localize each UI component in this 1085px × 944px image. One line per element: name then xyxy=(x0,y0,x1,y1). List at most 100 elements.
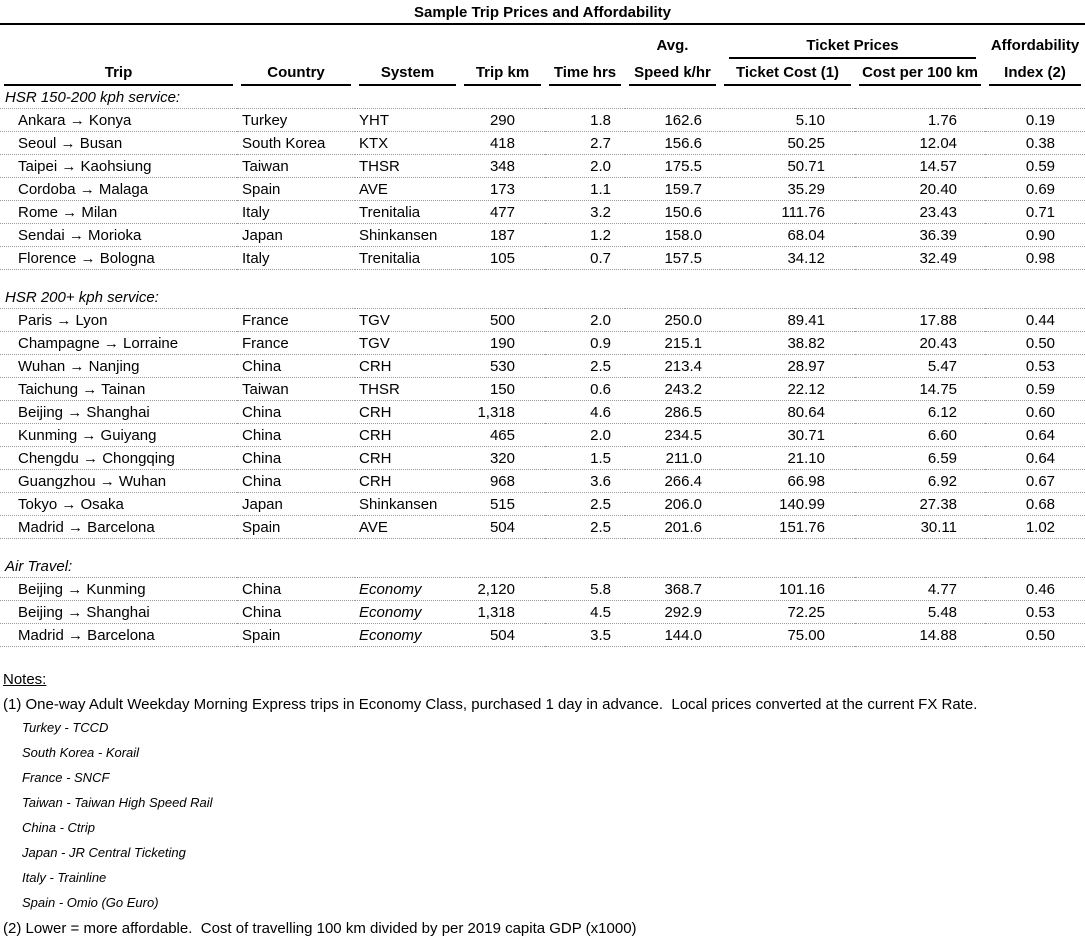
cell-affordability-index: 0.59 xyxy=(985,154,1085,178)
cell-affordability-index: 0.44 xyxy=(985,308,1085,332)
cell-ticket-cost: 21.10 xyxy=(720,446,855,470)
column-header-trip-km: Trip km xyxy=(460,59,545,86)
section-spacer xyxy=(0,270,1085,287)
cell-system: Trenitalia xyxy=(355,246,460,270)
cell-trip-km: 150 xyxy=(460,377,545,401)
table-row: Guangzhou → Wuhan China CRH 968 3.6 266.… xyxy=(0,469,1085,493)
cell-affordability-index: 0.64 xyxy=(985,423,1085,447)
cell-time-hrs: 0.7 xyxy=(545,246,625,270)
agency-note-china: China - Ctrip xyxy=(22,820,95,835)
table-row: Cordoba → Malaga Spain AVE 173 1.1 159.7… xyxy=(0,177,1085,201)
group-header-avg: Avg. xyxy=(656,37,689,54)
cell-ticket-cost: 75.00 xyxy=(720,623,855,647)
cell-system: THSR xyxy=(355,377,460,401)
cell-trip: Madrid → Barcelona xyxy=(0,623,237,647)
cell-speed: 158.0 xyxy=(625,223,720,247)
cell-trip: Ankara → Konya xyxy=(0,108,237,132)
cell-country: Turkey xyxy=(237,108,355,132)
cell-country: Japan xyxy=(237,223,355,247)
cell-trip: Cordoba → Malaga xyxy=(0,177,237,201)
cell-cost-per-100km: 30.11 xyxy=(855,515,986,539)
cell-trip-km: 105 xyxy=(460,246,545,270)
cell-system: Shinkansen xyxy=(355,223,460,247)
cell-affordability-index: 0.64 xyxy=(985,446,1085,470)
cell-time-hrs: 2.7 xyxy=(545,131,625,155)
cell-system: TGV xyxy=(355,331,460,355)
cell-speed: 292.9 xyxy=(625,600,720,624)
agency-note-japan: Japan - JR Central Ticketing xyxy=(22,845,186,860)
table-row: Madrid → Barcelona Spain AVE 504 2.5 201… xyxy=(0,515,1085,539)
table-row: Taipei → Kaohsiung Taiwan THSR 348 2.0 1… xyxy=(0,154,1085,178)
cell-trip-km: 530 xyxy=(460,354,545,378)
cell-system: YHT xyxy=(355,108,460,132)
cell-trip-km: 173 xyxy=(460,177,545,201)
cell-trip-km: 320 xyxy=(460,446,545,470)
cell-ticket-cost: 50.71 xyxy=(720,154,855,178)
table-row: Wuhan → Nanjing China CRH 530 2.5 213.4 … xyxy=(0,354,1085,378)
cell-ticket-cost: 22.12 xyxy=(720,377,855,401)
cell-trip: Beijing → Shanghai xyxy=(0,400,237,424)
cell-affordability-index: 0.69 xyxy=(985,177,1085,201)
note-2: (2) Lower = more affordable. Cost of tra… xyxy=(3,920,637,937)
group-header-row: Avg. Ticket Prices Affordability xyxy=(0,25,1085,59)
table-row: Ankara → Konya Turkey YHT 290 1.8 162.6 … xyxy=(0,108,1085,132)
column-header-cost-per-100km: Cost per 100 km xyxy=(855,59,985,86)
cell-cost-per-100km: 14.57 xyxy=(855,154,986,178)
agency-note-spain: Spain - Omio (Go Euro) xyxy=(22,895,159,910)
column-header-trip: Trip xyxy=(0,59,237,86)
cell-speed: 211.0 xyxy=(625,446,720,470)
cell-country: Taiwan xyxy=(237,154,355,178)
cell-country: Spain xyxy=(237,623,355,647)
note-1: (1) One-way Adult Weekday Morning Expres… xyxy=(3,696,978,713)
cell-time-hrs: 2.5 xyxy=(545,354,625,378)
cell-affordability-index: 0.67 xyxy=(985,469,1085,493)
trips-table: Avg. Ticket Prices Affordability Trip Co… xyxy=(0,25,1085,647)
cell-time-hrs: 4.5 xyxy=(545,600,625,624)
cell-speed: 156.6 xyxy=(625,131,720,155)
cell-affordability-index: 0.68 xyxy=(985,492,1085,516)
cell-trip-km: 504 xyxy=(460,515,545,539)
cell-country: Italy xyxy=(237,246,355,270)
column-header-speed: Speed k/hr xyxy=(625,59,720,86)
cell-speed: 243.2 xyxy=(625,377,720,401)
cell-country: China xyxy=(237,577,355,601)
cell-affordability-index: 0.53 xyxy=(985,600,1085,624)
cell-system: KTX xyxy=(355,131,460,155)
cell-speed: 144.0 xyxy=(625,623,720,647)
cell-ticket-cost: 140.99 xyxy=(720,492,855,516)
cell-time-hrs: 1.8 xyxy=(545,108,625,132)
table-row: Champagne → Lorraine France TGV 190 0.9 … xyxy=(0,331,1085,355)
cell-system: Economy xyxy=(355,623,460,647)
cell-ticket-cost: 30.71 xyxy=(720,423,855,447)
cell-ticket-cost: 5.10 xyxy=(720,108,855,132)
cell-country: China xyxy=(237,423,355,447)
table-row: Madrid → Barcelona Spain Economy 504 3.5… xyxy=(0,623,1085,647)
cell-trip-km: 465 xyxy=(460,423,545,447)
cell-country: Japan xyxy=(237,492,355,516)
cell-country: China xyxy=(237,354,355,378)
cell-affordability-index: 0.50 xyxy=(985,623,1085,647)
cell-time-hrs: 3.2 xyxy=(545,200,625,224)
cell-cost-per-100km: 12.04 xyxy=(855,131,986,155)
column-header-system: System xyxy=(355,59,460,86)
cell-cost-per-100km: 14.75 xyxy=(855,377,986,401)
cell-cost-per-100km: 6.92 xyxy=(855,469,986,493)
cell-affordability-index: 0.19 xyxy=(985,108,1085,132)
table-row: Seoul → Busan South Korea KTX 418 2.7 15… xyxy=(0,131,1085,155)
table-row: Beijing → Kunming China Economy 2,120 5.… xyxy=(0,577,1085,601)
cell-trip: Paris → Lyon xyxy=(0,308,237,332)
cell-affordability-index: 0.60 xyxy=(985,400,1085,424)
cell-time-hrs: 2.0 xyxy=(545,423,625,447)
cell-time-hrs: 5.8 xyxy=(545,577,625,601)
cell-trip: Sendai → Morioka xyxy=(0,223,237,247)
cell-affordability-index: 0.71 xyxy=(985,200,1085,224)
section-spacer-row xyxy=(0,539,1085,556)
cell-trip: Rome → Milan xyxy=(0,200,237,224)
cell-cost-per-100km: 17.88 xyxy=(855,308,986,332)
cell-time-hrs: 1.1 xyxy=(545,177,625,201)
cell-cost-per-100km: 6.12 xyxy=(855,400,986,424)
cell-country: South Korea xyxy=(237,131,355,155)
cell-trip-km: 1,318 xyxy=(460,400,545,424)
cell-trip-km: 187 xyxy=(460,223,545,247)
